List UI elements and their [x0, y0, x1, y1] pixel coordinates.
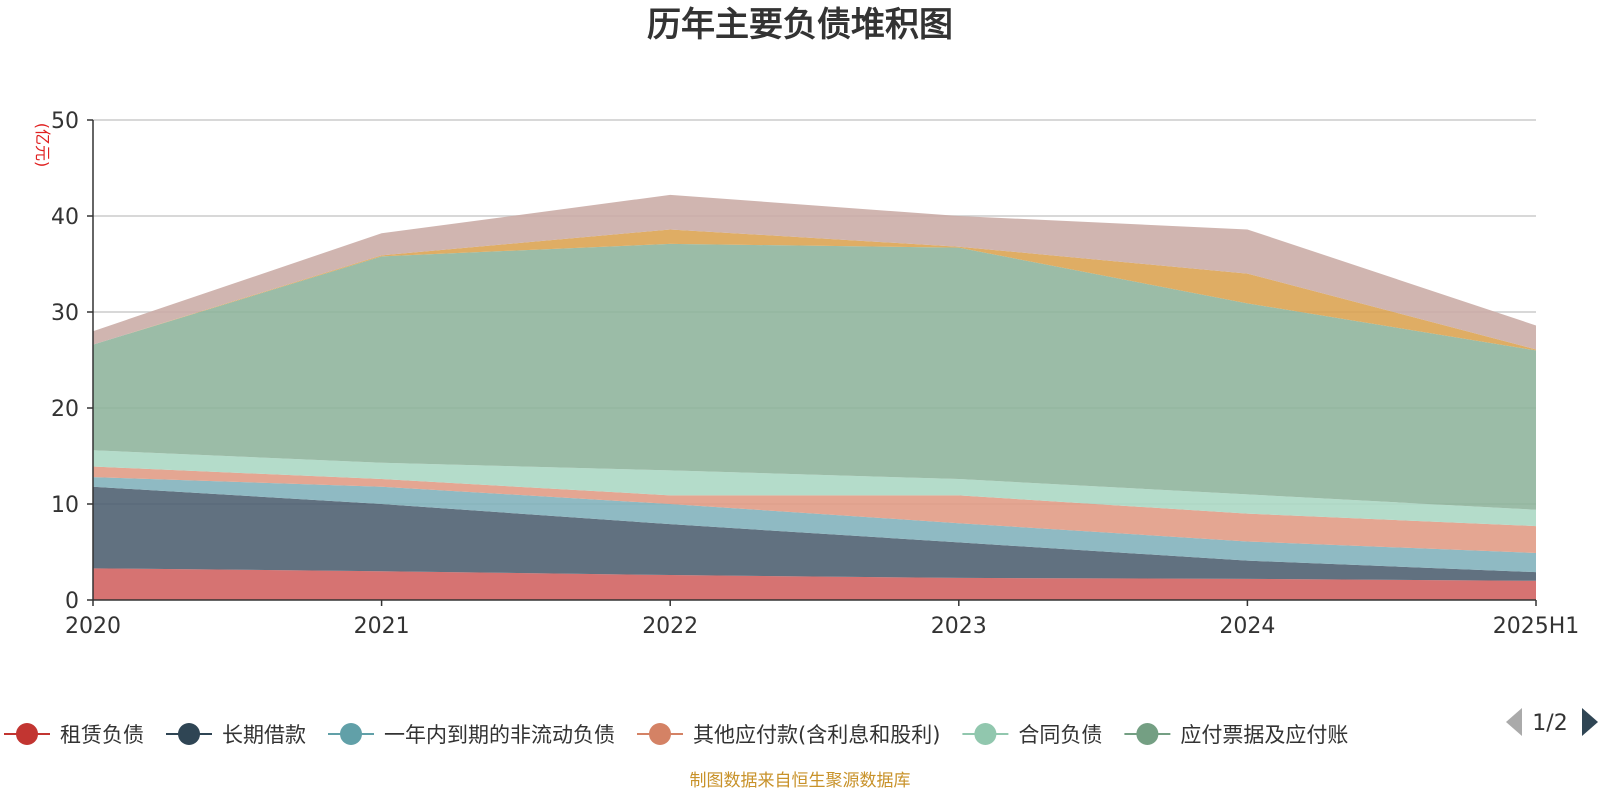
legend-prev-icon[interactable] — [1506, 708, 1522, 736]
x-tick-label: 2025H1 — [1493, 614, 1580, 639]
area-series-1 — [93, 486, 1536, 581]
y-tick-label: 40 — [51, 205, 79, 230]
legend-label: 应付票据及应付账 — [1180, 723, 1348, 747]
y-tick-label: 30 — [51, 301, 79, 326]
chart-title: 历年主要负债堆积图 — [647, 5, 953, 45]
x-tick-label: 2022 — [642, 614, 698, 639]
legend-circle-icon — [340, 723, 362, 745]
area-series-4 — [93, 450, 1536, 527]
legend-item-2[interactable]: 一年内到期的非流动负债 — [328, 723, 615, 747]
y-axis-unit: (亿元) — [33, 123, 52, 168]
y-tick-label: 50 — [51, 109, 79, 134]
legend-next-icon[interactable] — [1582, 708, 1598, 736]
legend-item-3[interactable]: 其他应付款(含利息和股利) — [637, 723, 940, 747]
area-series-5 — [93, 243, 1536, 510]
legend-page-indicator: 1/2 — [1532, 711, 1567, 736]
area-series-0 — [93, 568, 1536, 600]
y-tick-label: 10 — [51, 493, 79, 518]
legend: 租赁负债 长期借款 一年内到期的非流动负债 其他应付款(含利息和股利) 合同负债 应付票据… — [4, 723, 1348, 747]
area-series — [93, 194, 1536, 600]
legend-item-1[interactable]: 长期借款 — [166, 723, 306, 747]
legend-label: 合同负债 — [1018, 723, 1102, 747]
area-series-3 — [93, 466, 1536, 553]
legend-label: 长期借款 — [222, 723, 306, 747]
legend-item-4[interactable]: 合同负债 — [962, 723, 1102, 747]
legend-item-5[interactable]: 应付票据及应付账 — [1124, 723, 1348, 747]
legend-label: 租赁负债 — [60, 723, 144, 747]
legend-label: 其他应付款(含利息和股利) — [693, 723, 940, 747]
axes — [92, 120, 1536, 601]
y-axis-ticks: 0 10 20 30 40 50 — [51, 109, 93, 614]
x-tick-label: 2021 — [354, 614, 410, 639]
x-tick-label: 2020 — [65, 614, 121, 639]
legend-pager: 1/2 — [1506, 708, 1598, 736]
x-tick-label: 2023 — [931, 614, 987, 639]
legend-circle-icon — [974, 723, 997, 745]
legend-circle-icon — [16, 723, 38, 745]
x-tick-label: 2024 — [1219, 614, 1275, 639]
y-tick-label: 20 — [51, 397, 79, 422]
data-source-note: 制图数据来自恒生聚源数据库 — [690, 771, 911, 791]
legend-circle-icon — [178, 723, 200, 745]
legend-circle-icon — [649, 723, 671, 745]
area-series-2 — [93, 477, 1536, 573]
area-series-7 — [93, 194, 1536, 350]
legend-label: 一年内到期的非流动负债 — [384, 723, 615, 747]
x-axis-ticks: 2020 2021 2022 2023 2024 2025H1 — [65, 600, 1579, 639]
legend-item-0[interactable]: 租赁负债 — [4, 723, 144, 747]
legend-circle-icon — [1136, 723, 1159, 745]
area-series-6 — [93, 229, 1536, 351]
y-tick-label: 0 — [65, 589, 79, 614]
